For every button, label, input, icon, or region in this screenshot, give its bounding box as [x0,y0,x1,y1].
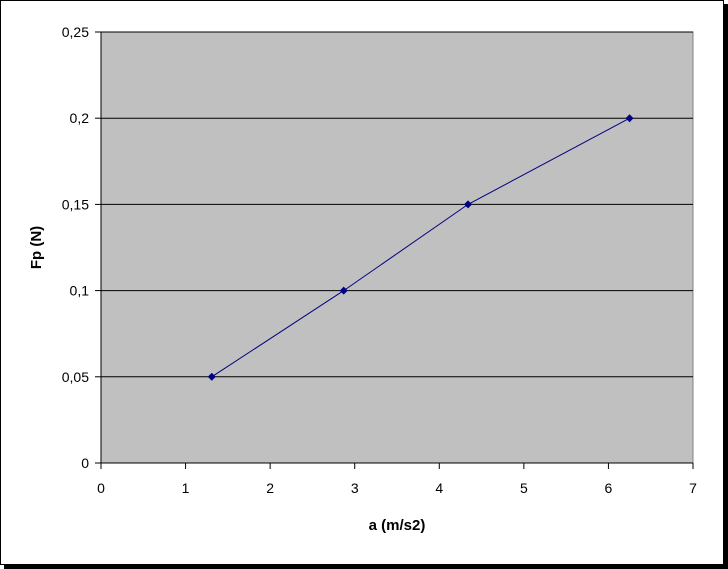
x-tick-label: 6 [605,480,613,496]
x-tick-label: 0 [97,480,105,496]
x-tick-label: 1 [182,480,190,496]
gridlines [101,31,693,378]
y-axis-title: Fp (N) [28,226,45,269]
x-tick-label: 7 [689,480,697,496]
x-tick-label: 4 [435,480,443,496]
y-tick-label: 0,15 [62,196,89,212]
data-point [464,200,473,209]
y-tick-label: 0,2 [70,110,90,126]
x-tick-label: 5 [520,480,528,496]
x-tick-label: 3 [351,480,359,496]
y-tick-label: 0,1 [70,283,90,299]
y-tick-label: 0,25 [62,24,89,40]
data-point [207,372,216,381]
y-tick-label: 0 [81,455,89,471]
data-point [625,114,634,123]
series-layer [207,114,634,381]
data-point [339,286,348,295]
x-tick-label: 2 [266,480,274,496]
plot-area [100,31,694,464]
axes [100,32,693,464]
x-axis-title: a (m/s2) [369,517,426,534]
series-line [211,117,630,378]
tick-labels: 0 0,05 0,1 0,15 0,2 0,25 0 1 2 3 4 5 6 7 [62,24,697,496]
y-tick-label: 0,05 [62,369,89,385]
